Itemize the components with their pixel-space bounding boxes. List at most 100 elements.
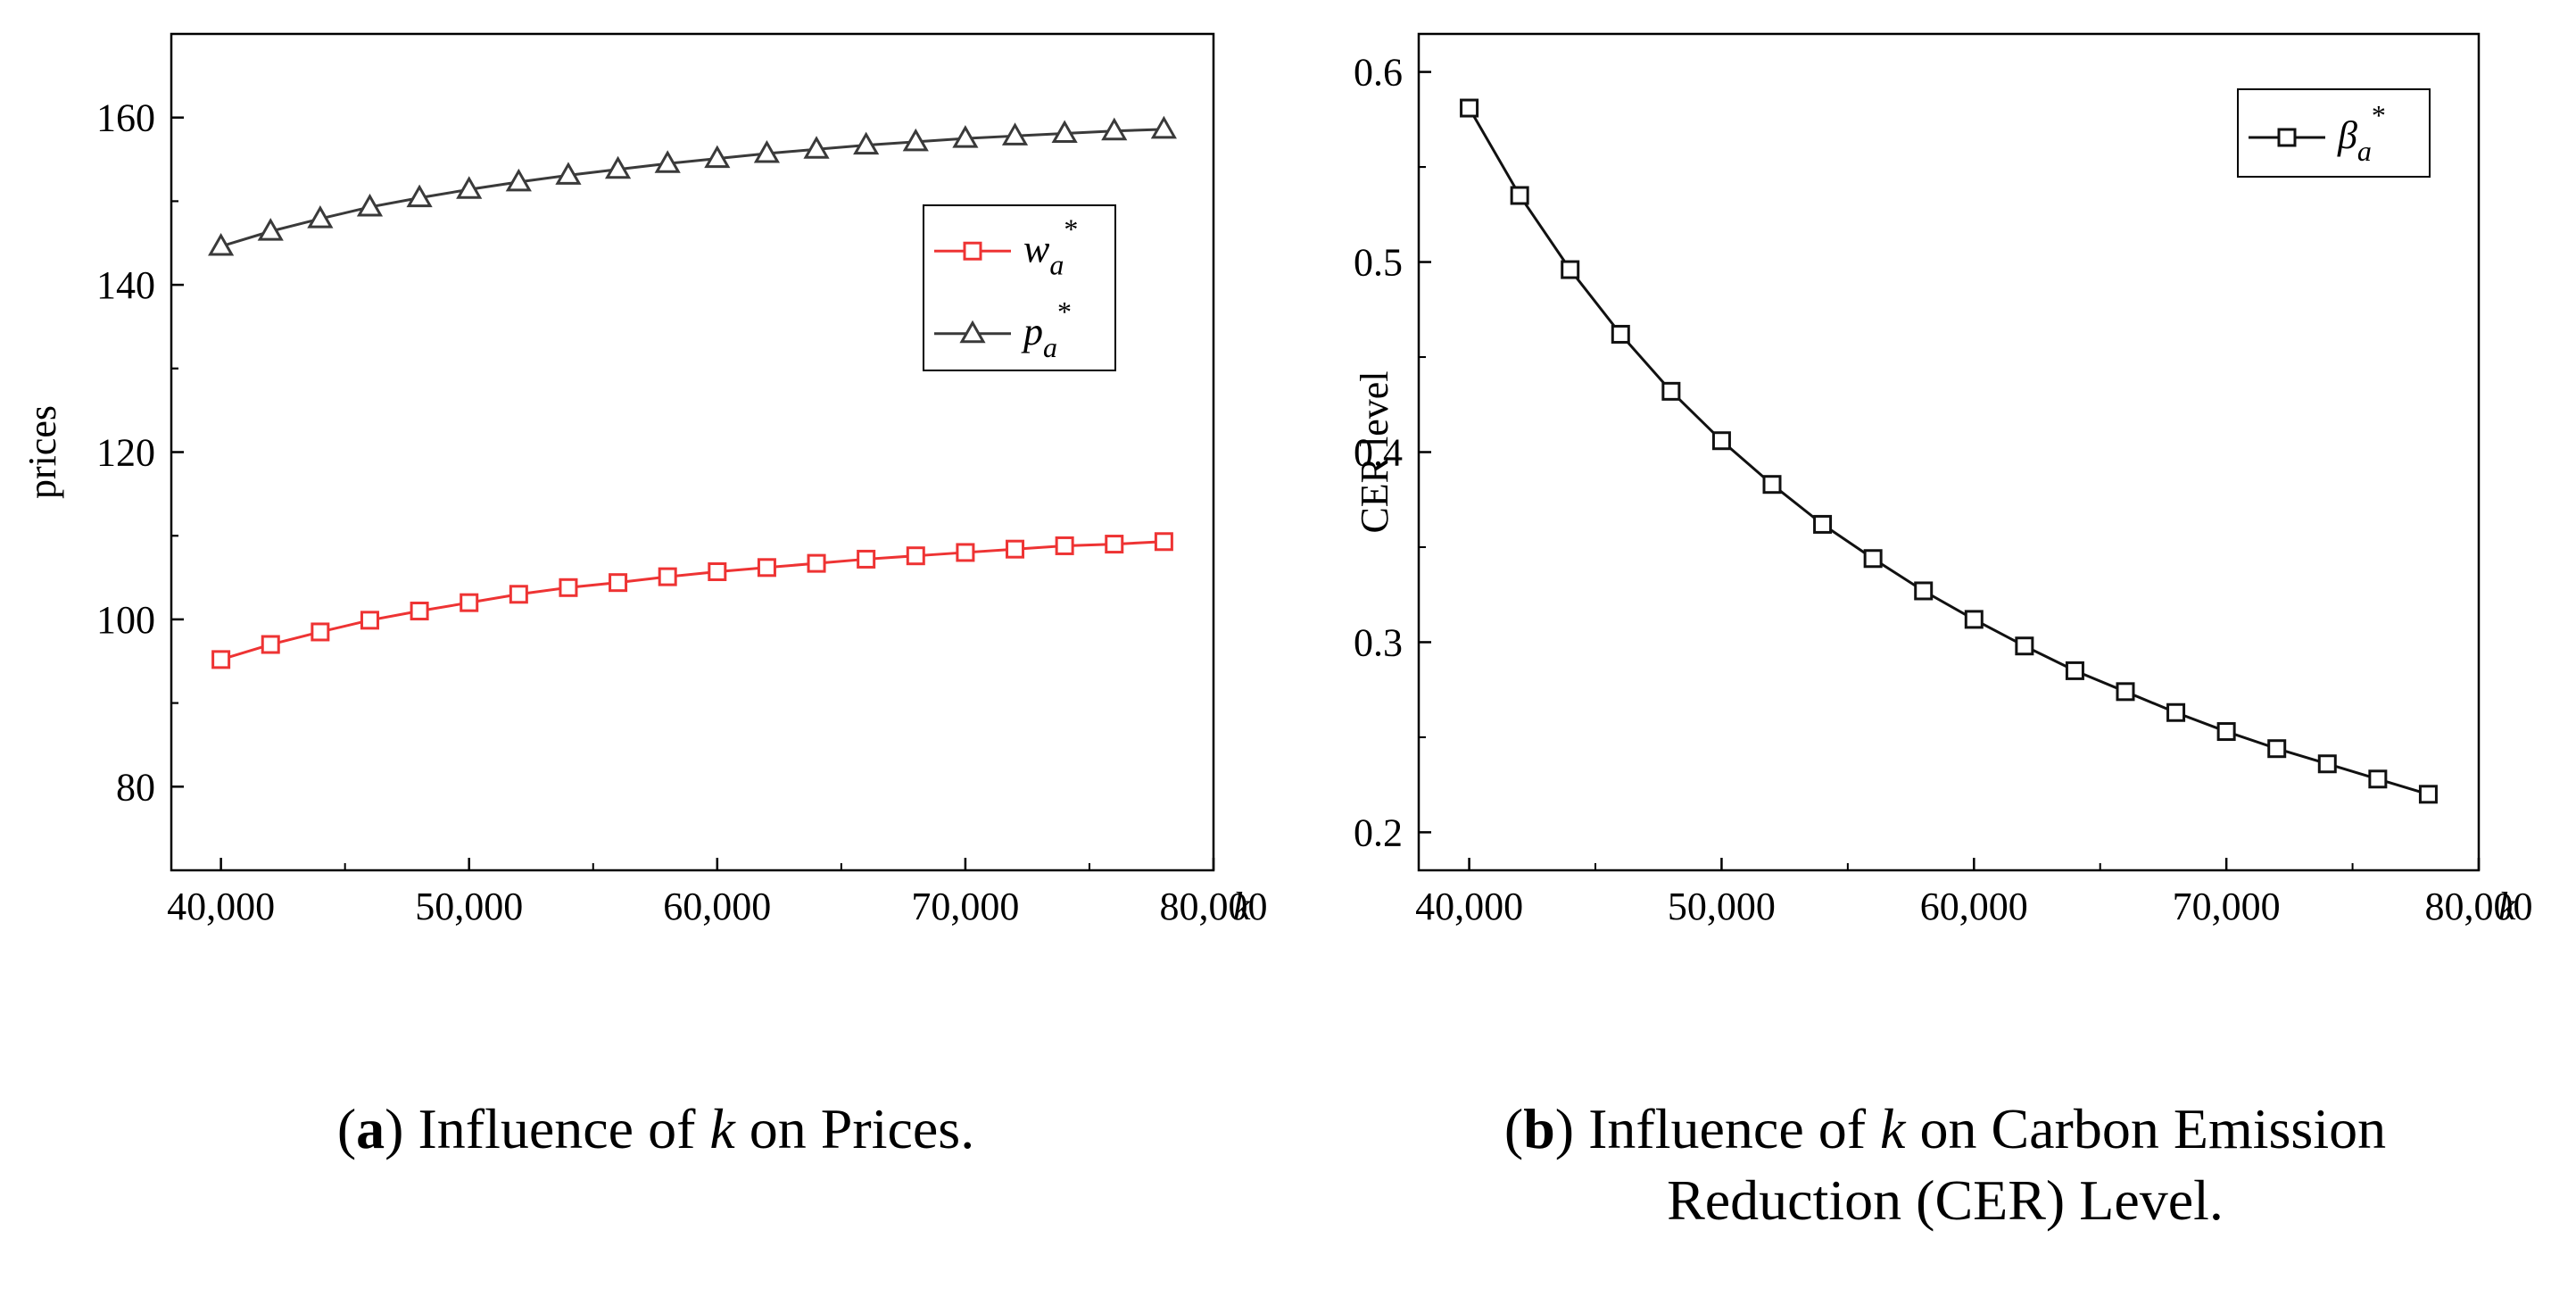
y-axis-label: prices [21, 405, 64, 499]
series-0 [1460, 98, 2438, 804]
data-point [803, 136, 830, 159]
data-point [555, 162, 582, 185]
legend-label-sub: a [1043, 331, 1057, 363]
data-point [1001, 122, 1029, 145]
y-axis-label: CER level [1353, 370, 1396, 533]
data-point [360, 611, 379, 630]
data-point [2368, 769, 2388, 789]
data-point [2216, 722, 2236, 742]
series-1 [208, 115, 1177, 256]
data-point [2267, 739, 2287, 759]
x-tick-label: 50,000 [415, 885, 523, 928]
series-line [220, 128, 1164, 248]
legend-label-sup: * [1064, 212, 1078, 245]
data-point [1105, 535, 1124, 554]
data-point [1661, 381, 1681, 401]
data-point [1914, 581, 1934, 601]
caption-a-post: on Prices. [749, 1097, 975, 1160]
data-point [604, 155, 632, 179]
legend: βa* [2237, 88, 2431, 178]
legend-label-sup: * [2372, 99, 2386, 131]
caption-a-label: a [356, 1097, 385, 1160]
legend-label: pa* [1021, 295, 1072, 363]
data-point [1154, 532, 1173, 552]
x-tick-label: 80,000 [2425, 885, 2533, 928]
data-point [1762, 475, 1782, 495]
legend-label-main: β [2337, 113, 2357, 157]
y-tick-label: 160 [96, 96, 155, 140]
data-point [658, 567, 677, 586]
data-point [1863, 549, 1883, 569]
data-point [1101, 117, 1128, 141]
data-point [559, 578, 578, 597]
x-axis-label: k [1233, 885, 1252, 928]
x-tick-label: 60,000 [1920, 885, 2028, 928]
data-point [406, 184, 433, 208]
y-tick-label: 0.2 [1354, 810, 1403, 854]
data-point [708, 561, 727, 581]
data-point [853, 131, 880, 155]
y-tick-label: 120 [96, 431, 155, 475]
data-point [509, 585, 528, 604]
caption-a: (a) Influence of k on Prices. [336, 1097, 975, 1160]
data-point [956, 543, 975, 562]
data-point [505, 168, 532, 192]
x-tick-label: 80,000 [1160, 885, 1268, 928]
y-axis: 80 100 120 140 160 prices [21, 96, 184, 809]
data-point [1055, 536, 1074, 555]
data-point [609, 573, 628, 593]
data-point [1510, 186, 1529, 205]
y-tick-label: 0.5 [1354, 241, 1403, 285]
caption-b-post: on Carbon Emission [1919, 1097, 2387, 1160]
legend: wa*pa* [923, 204, 1116, 371]
legend-box [923, 204, 1116, 371]
data-point [857, 549, 876, 569]
data-point [1150, 115, 1177, 139]
y-tick-label: 0.4 [1354, 431, 1403, 475]
series-0 [211, 532, 1173, 669]
data-point [952, 125, 979, 148]
data-point [311, 622, 330, 642]
legend-label: wa* [1023, 212, 1078, 280]
y-tick-label: 100 [96, 598, 155, 642]
data-point [2418, 785, 2438, 804]
data-point [2116, 682, 2135, 702]
x-axis-label: k [2498, 885, 2517, 928]
caption-b: (b) Influence of k on Carbon Emission Re… [1503, 1097, 2387, 1232]
data-point [654, 150, 681, 173]
data-point [1561, 260, 1580, 279]
x-tick-label: 50,000 [1668, 885, 1776, 928]
data-point [757, 558, 776, 578]
data-point [1460, 98, 1479, 118]
legend-label-sub: a [1049, 248, 1064, 280]
data-point [2065, 661, 2084, 680]
data-point [902, 128, 929, 152]
y-tick-label: 0.3 [1354, 620, 1403, 664]
data-point [208, 232, 235, 256]
caption-b-label: b [1523, 1097, 1555, 1160]
data-point [1813, 514, 1833, 534]
data-point [2015, 636, 2034, 656]
data-point [1711, 431, 1731, 451]
caption-b-pre: Influence of [1588, 1097, 1881, 1160]
caption-b-line2: Reduction (CER) Level. [1667, 1168, 2224, 1232]
x-tick-label: 40,000 [1415, 885, 1523, 928]
legend-marker [959, 320, 986, 344]
x-tick-label: 70,000 [911, 885, 1019, 928]
legend-label: βa* [2337, 99, 2386, 167]
data-point [906, 546, 925, 566]
x-tick-label: 60,000 [663, 885, 771, 928]
caption-a-pre: Influence of [418, 1097, 710, 1160]
data-point [1051, 120, 1078, 144]
data-point [460, 593, 479, 612]
data-point [2317, 754, 2337, 774]
data-point [261, 635, 280, 654]
legend-label-main: p [1021, 310, 1043, 353]
data-point [211, 650, 231, 669]
y-tick-label: 80 [116, 765, 155, 809]
